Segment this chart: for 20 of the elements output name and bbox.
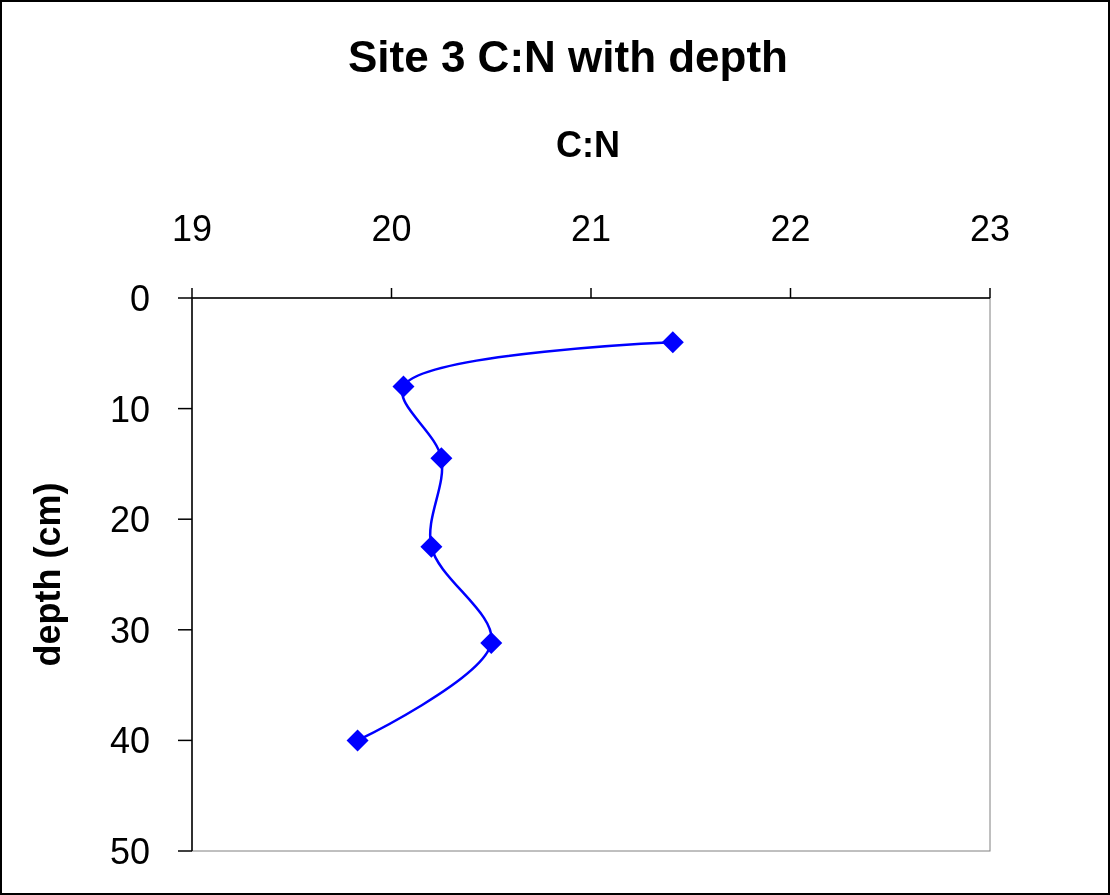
point [430, 447, 453, 470]
point [480, 632, 503, 655]
y-tick-label: 20 [109, 499, 150, 541]
y-tick-label: 10 [109, 388, 150, 430]
point [420, 535, 443, 558]
y-tick-label: 30 [109, 609, 150, 651]
x-axis-title: C:N [556, 124, 620, 165]
y-tick-label: 0 [129, 278, 150, 319]
y-tick-label: 50 [109, 831, 150, 872]
point [661, 331, 684, 354]
y-tick-label: 40 [109, 720, 150, 762]
y-axis-title: depth (cm) [27, 482, 68, 667]
x-tick-label: 19 [171, 208, 213, 249]
x-tick-label: 20 [371, 208, 412, 249]
x-tick-label: 22 [770, 208, 811, 249]
chart-title: Site 3 C:N with depth [348, 32, 788, 81]
x-tick-label: 23 [969, 208, 1011, 249]
point [392, 375, 415, 398]
x-tick-label: 21 [570, 208, 612, 249]
point [346, 729, 369, 752]
